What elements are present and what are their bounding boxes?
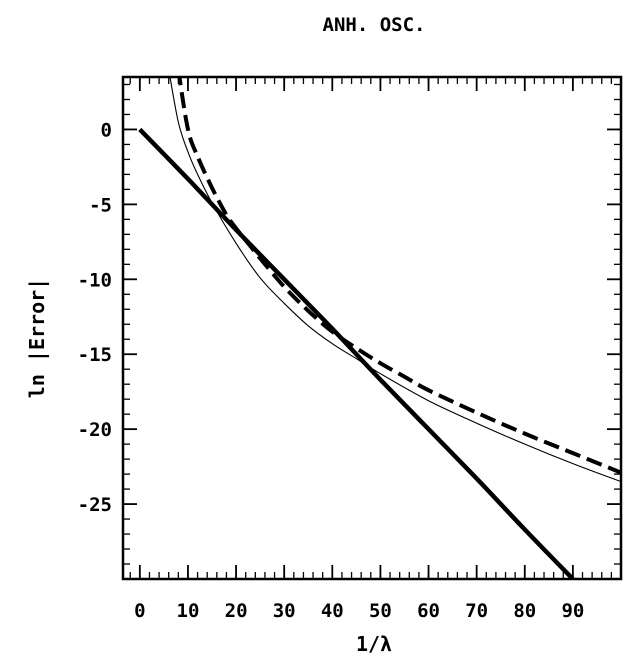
series-line-3 bbox=[169, 70, 621, 482]
y-tick-label: 0 bbox=[101, 119, 112, 141]
x-tick-label: 90 bbox=[561, 600, 584, 622]
y-tick-label: -10 bbox=[78, 269, 112, 291]
y-tick-label: -5 bbox=[89, 194, 112, 216]
x-tick-label: 60 bbox=[417, 600, 440, 622]
series-line-1 bbox=[140, 129, 573, 579]
x-tick-label: 80 bbox=[513, 600, 536, 622]
x-tick-label: 40 bbox=[321, 600, 344, 622]
y-tick-label: -25 bbox=[78, 494, 112, 516]
x-tick-label: 10 bbox=[177, 600, 200, 622]
x-tick-label: 70 bbox=[465, 600, 488, 622]
plot-area: 0 10 20 30 40 50 60 70 80 90 0 -5 -10 -15 -20 -25 bbox=[78, 70, 621, 623]
y-axis-label: ln |Error| bbox=[25, 278, 49, 398]
x-axis-label: 1/λ bbox=[356, 632, 392, 656]
x-tick-label: 50 bbox=[369, 600, 392, 622]
x-tick-label: 20 bbox=[225, 600, 248, 622]
x-tick-label: 0 bbox=[134, 600, 145, 622]
x-tick-label: 30 bbox=[273, 600, 296, 622]
chart-title: ANH. OSC. bbox=[323, 14, 426, 36]
series-line-2 bbox=[178, 70, 621, 473]
plot-frame bbox=[123, 77, 621, 579]
y-tick-label: -15 bbox=[78, 344, 112, 366]
y-tick-label: -20 bbox=[78, 419, 112, 441]
